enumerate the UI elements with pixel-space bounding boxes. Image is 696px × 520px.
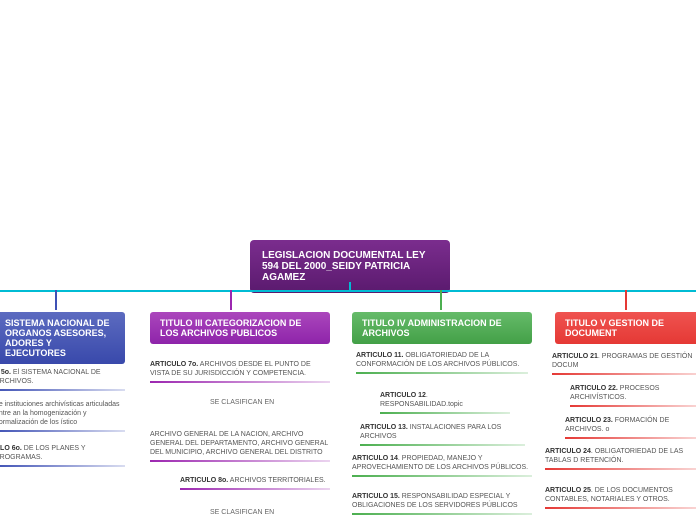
- root-stem: [349, 282, 351, 292]
- branch-titulo-v: TITULO V GESTION DE DOCUMENT: [555, 312, 696, 344]
- branch-titulo-iv: TITULO IV ADMINISTRACION DE ARCHIVOS: [352, 312, 532, 344]
- leaf-node: ARTICULO 22. PROCESOS ARCHIVÍSTICOS.: [570, 384, 696, 407]
- branch-sistema-nacional: SISTEMA NACIONAL DE ORGANOS ASESORES, AD…: [0, 312, 125, 364]
- leaf-node: ARTICULO 15. RESPONSABILIDAD ESPECIAL Y …: [352, 492, 532, 515]
- leaf-node: ARTICULO 21. PROGRAMAS DE GESTIÓN DOCUM: [552, 352, 696, 375]
- branch2-stem: [230, 290, 232, 310]
- branch3-stem: [440, 290, 442, 310]
- leaf-node: ARCHIVO GENERAL DE LA NACION, ARCHIVO GE…: [150, 430, 330, 462]
- leaf-node: ARTICULO 11. OBLIGATORIEDAD DE LA CONFOR…: [356, 351, 528, 374]
- leaf-node: ARTICULO 24. OBLIGATORIEDAD DE LAS TABLA…: [545, 447, 696, 470]
- leaf-node: ARTICULO 12. RESPONSABILIDAD.topic: [380, 391, 510, 414]
- sublabel: SE CLASIFICAN EN: [210, 399, 274, 406]
- leaf-node: ARTICULO 8o. ARCHIVOS TERRITORIALES.: [180, 476, 330, 490]
- leaf-node: ARTICULO 14. PROPIEDAD, MANEJO Y APROVEC…: [352, 454, 532, 477]
- leaf-node: ARTICULO 23. FORMACIÓN DE ARCHIVOS. o: [565, 416, 696, 439]
- main-connector: [0, 290, 696, 292]
- sublabel: SE CLASIFICAN EN: [210, 509, 274, 516]
- leaf-node: 9 5o. El SISTEMA NACIONAL DE ARCHIVOS.: [0, 368, 125, 391]
- leaf-node: ARTICULO 13. INSTALACIONES PARA LOS ARCH…: [360, 423, 525, 446]
- leaf-node: ULO 6o. DE LOS PLANES Y PROGRAMAS.: [0, 444, 125, 467]
- branch-titulo-iii: TITULO III CATEGORIZACION DE LOS ARCHIVO…: [150, 312, 330, 344]
- branch4-stem: [625, 290, 627, 310]
- branch1-stem: [55, 290, 57, 310]
- leaf-node: ARTICULO 7o. ARCHIVOS DESDE EL PUNTO DE …: [150, 360, 330, 383]
- leaf-node: de instituciones archivísticas articulad…: [0, 400, 125, 432]
- leaf-node: ARTICULO 25. DE LOS DOCUMENTOS CONTABLES…: [545, 486, 696, 509]
